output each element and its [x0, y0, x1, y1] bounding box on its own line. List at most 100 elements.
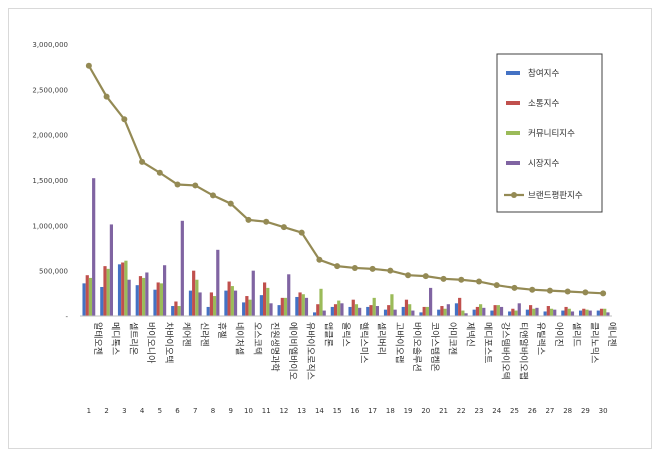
x-category-name: 셀리버리 — [376, 322, 387, 355]
bar-2-3 — [121, 262, 125, 316]
bar-4-3 — [127, 279, 131, 316]
bar-2-4 — [138, 276, 143, 316]
x-tick-label: 21 — [439, 407, 448, 415]
bar-2-24 — [493, 305, 497, 316]
bar-3-22 — [461, 310, 465, 316]
x-category-name: 신라젠 — [198, 322, 209, 347]
bar-1-27 — [543, 311, 547, 316]
line-point-14 — [316, 256, 323, 263]
bar-2-17 — [369, 305, 373, 316]
bar-2-19 — [404, 299, 409, 316]
bar-2-5 — [156, 282, 160, 316]
bar-4-18 — [393, 309, 397, 316]
line-point-4 — [139, 158, 146, 165]
bar-4-4 — [145, 272, 149, 316]
bar-3-5 — [159, 283, 163, 316]
bar-1-13 — [295, 296, 299, 316]
bar-4-15 — [340, 303, 344, 316]
x-category-name: 차바이오텍 — [163, 322, 175, 363]
bar-1-10 — [242, 302, 246, 316]
line-point-11 — [263, 218, 270, 225]
bar-3-20 — [425, 306, 429, 316]
bar-4-27 — [553, 309, 557, 316]
line-point-27 — [546, 287, 553, 294]
bar-4-28 — [570, 311, 575, 316]
legend-label: 참여지수 — [528, 68, 559, 79]
bar-4-17 — [375, 306, 379, 316]
bar-3-28 — [567, 308, 571, 316]
x-tick-label: 2 — [104, 407, 108, 415]
bar-2-10 — [245, 296, 249, 316]
line-point-2 — [103, 93, 110, 100]
x-category-name: 티앤알바이오팹 — [517, 322, 528, 380]
line-point-10 — [245, 216, 252, 223]
bar-4-7 — [198, 292, 202, 316]
line-point-1 — [85, 62, 92, 69]
bar-2-30 — [599, 308, 604, 316]
line-point-5 — [156, 169, 163, 176]
x-tick-label: 11 — [262, 407, 271, 415]
bar-4-12 — [287, 274, 291, 316]
line-point-3 — [121, 116, 128, 123]
line-point-6 — [174, 181, 181, 188]
bar-2-25 — [511, 308, 515, 316]
x-tick-label: 22 — [457, 407, 466, 415]
bar-3-14 — [319, 288, 323, 316]
x-tick-label: 9 — [228, 407, 232, 415]
legend-swatch — [506, 101, 520, 105]
bar-4-22 — [464, 313, 468, 316]
x-category-name: 셀리드 — [571, 322, 582, 347]
x-category-name: 아이진 — [553, 322, 564, 347]
bar-2-23 — [475, 306, 479, 316]
x-category-name: 제넥신 — [464, 322, 475, 347]
x-tick-label: 14 — [315, 407, 324, 415]
bar-1-23 — [472, 309, 476, 316]
legend-swatch — [506, 131, 520, 135]
bar-4-26 — [535, 307, 539, 316]
bar-4-24 — [499, 306, 504, 316]
bar-3-30 — [603, 308, 607, 316]
y-tick-label: 2,000,000 — [32, 132, 68, 140]
line-point-23 — [476, 278, 482, 285]
x-tick-label: 17 — [368, 407, 377, 415]
bar-3-10 — [248, 299, 252, 316]
bar-3-25 — [514, 310, 518, 316]
bar-2-22 — [458, 297, 462, 316]
bar-4-5 — [163, 265, 167, 316]
x-tick-label: 12 — [279, 407, 288, 415]
bar-1-30 — [596, 310, 600, 316]
bar-4-8 — [216, 249, 220, 316]
line-point-19 — [405, 272, 412, 279]
bar-2-7 — [192, 270, 196, 316]
line-point-28 — [564, 288, 571, 295]
bar-1-19 — [401, 306, 405, 316]
bar-3-16 — [354, 304, 359, 316]
x-category-name: 메디톡스 — [110, 322, 121, 355]
x-category-name: 바이오니아 — [145, 322, 156, 364]
bar-2-29 — [582, 308, 586, 316]
bar-4-1 — [92, 178, 96, 316]
bar-3-1 — [88, 277, 93, 316]
bar-1-4 — [135, 285, 139, 316]
y-tick-label: 500,000 — [39, 268, 68, 276]
bar-3-2 — [106, 268, 110, 316]
line-point-9 — [227, 200, 234, 207]
y-tick-label: 1,500,000 — [32, 177, 68, 185]
x-tick-label: 8 — [211, 407, 215, 415]
bar-1-22 — [454, 303, 459, 316]
bar-4-11 — [269, 303, 273, 316]
bar-1-18 — [383, 309, 388, 316]
x-category-name: 앱클론 — [322, 322, 334, 347]
bar-3-27 — [549, 308, 554, 316]
bar-3-8 — [213, 296, 217, 316]
x-category-name: 코아스템켐온 — [429, 322, 441, 372]
bar-4-30 — [606, 312, 610, 316]
line-point-7 — [192, 182, 199, 189]
bar-1-7 — [188, 290, 193, 316]
bar-4-2 — [109, 224, 113, 316]
line-point-25 — [511, 284, 518, 291]
x-category-name: 유틸렉스 — [535, 322, 546, 355]
x-tick-label: 28 — [563, 407, 572, 415]
x-category-name: 강스템바이오텍 — [500, 322, 512, 380]
bar-2-14 — [316, 304, 320, 316]
